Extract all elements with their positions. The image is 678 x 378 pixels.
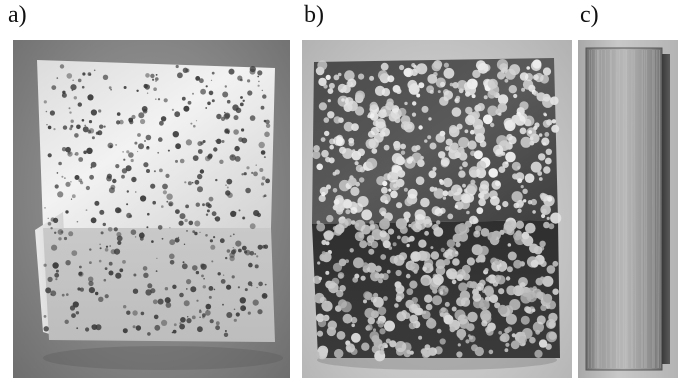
cube-a-top-face: [37, 60, 275, 228]
panel-a-label: a): [8, 2, 27, 28]
panel-b-photo: [302, 40, 572, 378]
metal-bar-c: [585, 47, 670, 371]
bar-face: [585, 47, 663, 371]
panel-b-label: b): [304, 2, 324, 28]
panel-a-photo: [13, 40, 290, 378]
panel-c-photo: [578, 40, 678, 378]
foam-cube-b: [312, 58, 562, 370]
cube-a-front-face: [43, 228, 275, 342]
foam-cube-a: [35, 60, 283, 370]
panel-c-label: c): [580, 2, 599, 28]
